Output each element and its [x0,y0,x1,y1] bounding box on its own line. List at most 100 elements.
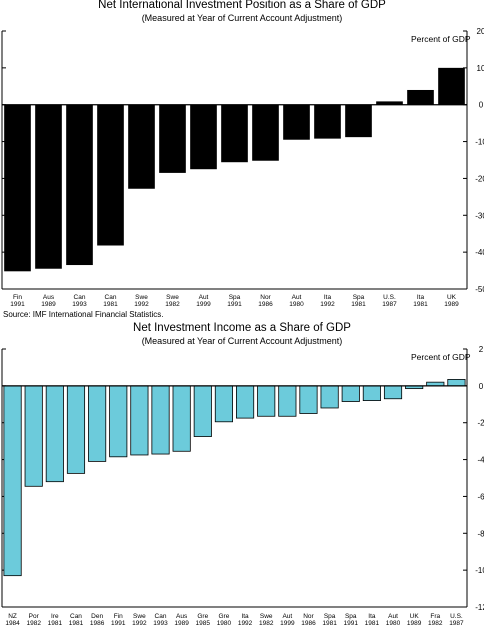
chart2-category-label: Ita [368,613,376,620]
chart2-category-year: 1980 [386,620,401,627]
chart2-category-label: Swe [133,613,146,620]
chart1-category-year: 1986 [258,301,273,308]
chart1-bar [252,104,279,161]
chart2-category-year: 1992 [132,620,147,627]
chart1-bar [4,104,31,272]
chart2-category-year: 1982 [428,620,443,627]
chart2-bar [109,385,128,458]
chart2-ytick-label: 2 [479,345,484,354]
chart1-category-year: 1992 [134,301,149,308]
chart2-category-year: 1981 [365,620,380,627]
chart1-category-label: Fin [13,294,22,301]
chart2-bar [447,379,466,387]
chart1-category-label: U.S. [383,294,396,301]
chart1-category-label: Spa [353,294,365,301]
chart2-category-year: 1981 [322,620,337,627]
chart2-category-year: 1981 [48,620,63,627]
chart1-bar [66,104,93,266]
chart2-category-year: 1982 [259,620,274,627]
chart2-bar [45,385,64,483]
chart2-title: Net Investment Income as a Share of GDP [133,322,351,334]
chart2-category-year: 1986 [301,620,316,627]
chart2-category-label: Spa [345,613,357,620]
chart2-category-year: 1993 [153,620,168,627]
chart1-bar [159,104,186,173]
chart1-ytick-label: -20 [475,174,484,183]
chart1-category-year: 1991 [10,301,25,308]
chart1-ylabel: Percent of GDP [411,34,471,44]
chart2-category-year: 1991 [111,620,126,627]
chart2-ytick-label: 0 [479,382,484,391]
chart1-category-year: 1989 [41,301,56,308]
chart1-category-label: Aut [199,294,209,301]
chart2-category-label: Gre [219,613,230,620]
chart1-category-year: 1999 [196,301,211,308]
chart2-category-label: Fin [114,613,123,620]
chart1-category-label: Ita [417,294,425,301]
chart1-plot: 20100-10-20-30-40-50Fin1991Aus1989Can199… [1,27,484,308]
chart2-category-year: 1984 [5,620,20,627]
chart1-category-label: Swe [166,294,179,301]
chart1-category-year: 1981 [413,301,428,308]
chart1-bar [407,89,434,105]
chart2-bar [383,385,403,400]
chart2-category-year: 1986 [90,620,105,627]
chart2-ylabel: Percent of GDP [411,352,471,362]
chart2-bar [66,385,86,474]
chart2-bar [299,385,318,414]
chart2-category-year: 1985 [196,620,211,627]
chart2-category-label: Gre [197,613,208,620]
chart1-bar [314,104,341,139]
chart1-bar [190,104,217,170]
chart1-category-label: Swe [135,294,148,301]
chart2-category-year: 1989 [407,620,422,627]
chart2-category-year: 1982 [26,620,41,627]
chart2-ytick-label: -6 [477,492,484,501]
chart1-category-label: Aus [43,294,55,301]
chart2-bar [3,385,22,577]
chart1-bar [128,104,155,189]
chart1-category-year: 1981 [351,301,366,308]
chart1-category-year: 1991 [227,301,242,308]
chart1-ytick-label: -50 [475,285,484,294]
chart2-ytick-label: -8 [477,529,484,538]
chart2-category-year: 1980 [217,620,232,627]
chart2-ytick-label: -12 [475,603,484,612]
chart1-category-label: Spa [229,294,241,301]
chart2-ytick-label: -2 [477,419,484,428]
chart2-category-label: NZ [8,613,17,620]
chart2-category-label: Aut [282,613,292,620]
chart2-bar [236,385,255,419]
chart1-category-year: 1981 [103,301,118,308]
chart1-category-year: 1980 [289,301,304,308]
chart2-category-label: Por [29,613,40,620]
chart2-bar [151,385,170,455]
chart2-category-label: Aut [388,613,398,620]
chart2-category-label: Can [155,613,167,620]
chart1-bar [97,104,124,246]
chart1-bar [438,67,465,105]
chart2-bar [341,385,360,402]
chart1-category-label: Can [105,294,117,301]
chart1-bar [345,104,372,138]
chart1-source: Source: IMF International Financial Stat… [3,310,164,319]
chart2-bar [88,385,107,462]
chart1-bar [376,101,403,105]
chart1-ytick-label: -10 [475,138,484,147]
chart1-category-year: 1987 [382,301,397,308]
chart1-ytick-label: -40 [475,248,484,257]
chart2-category-label: Can [70,613,82,620]
chart2-category-year: 1989 [174,620,189,627]
chart2-category-year: 1999 [280,620,295,627]
chart2-bar [130,385,149,456]
chart2-bar [193,385,212,437]
chart2-category-label: UK [410,613,420,620]
chart1-category-label: Aut [292,294,302,301]
chart1-category-label: Can [74,294,86,301]
chart2-category-label: Aus [176,613,188,620]
chart2-category-label: Swe [260,613,273,620]
chart2-category-label: Ita [241,613,249,620]
chart1-bar [283,104,310,140]
